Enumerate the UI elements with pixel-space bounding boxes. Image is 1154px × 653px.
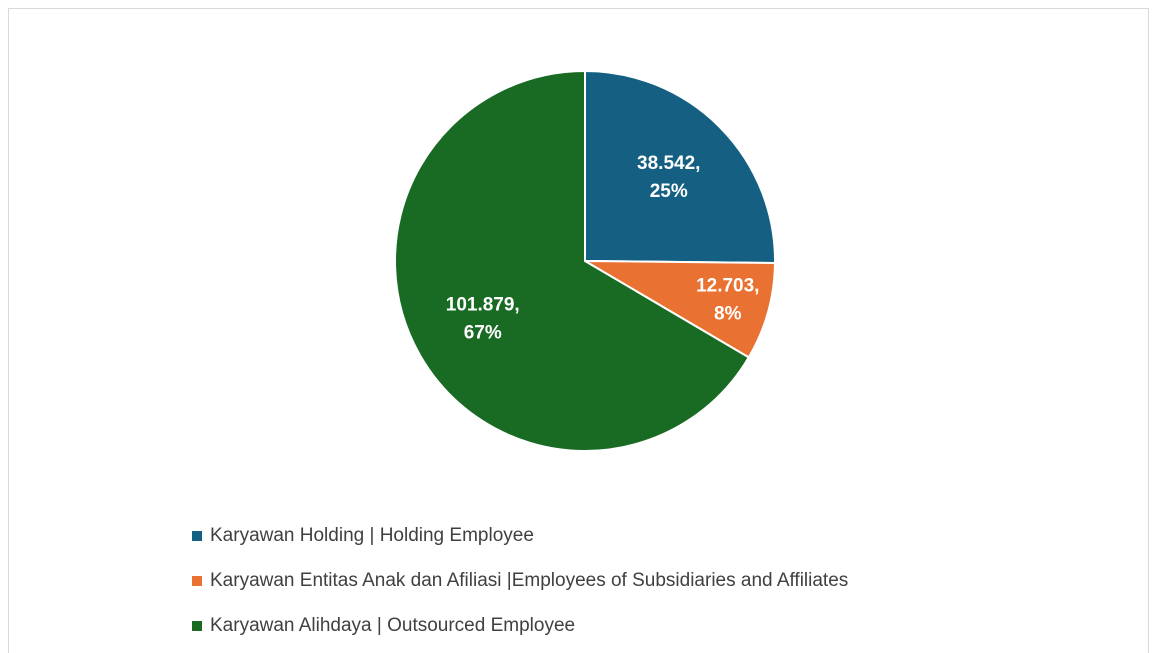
data-label: 38.542, <box>637 153 700 174</box>
legend-marker <box>192 531 202 541</box>
pie-slice <box>394 69 751 452</box>
legend-label: Karyawan Holding | Holding Employee <box>210 525 534 546</box>
data-label: 12.703, <box>696 276 759 297</box>
data-label: 101.879, <box>446 294 520 315</box>
data-label: 67% <box>464 322 502 343</box>
legend-label: Karyawan Alihdaya | Outsourced Employee <box>210 615 575 636</box>
data-label: 25% <box>650 181 688 202</box>
legend-marker <box>192 576 202 586</box>
legend-label: Karyawan Entitas Anak dan Afiliasi |Empl… <box>210 570 848 591</box>
data-label: 8% <box>714 304 742 325</box>
legend-marker <box>192 621 202 631</box>
pie-slice <box>581 259 776 359</box>
pie-slice <box>584 69 776 265</box>
